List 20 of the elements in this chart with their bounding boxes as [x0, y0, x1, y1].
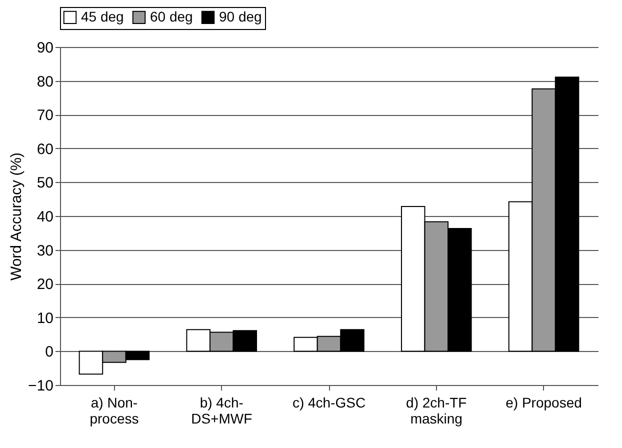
- legend-label: 90 deg: [219, 8, 262, 24]
- y-tick-label: 20: [36, 276, 54, 294]
- x-tick-label: c) 4ch-GSC: [292, 394, 366, 410]
- y-tick-label: 90: [36, 40, 54, 56]
- legend-label: 60 deg: [150, 8, 193, 24]
- x-tick-label: e) Proposed: [506, 394, 582, 410]
- y-tick-label: 40: [36, 208, 54, 226]
- y-axis-title: Word Accuracy (%): [8, 152, 26, 281]
- x-tick-label: d) 2ch-TF masking: [406, 394, 467, 426]
- x-tick-label: b) 4ch- DS+MWF: [191, 394, 252, 426]
- y-tick-label: 60: [36, 140, 54, 158]
- y-tick-label: 70: [36, 107, 54, 124]
- y-tick-label: −10: [28, 378, 54, 394]
- y-tick-label: 0: [45, 344, 54, 361]
- y-tick-label: 10: [36, 310, 54, 327]
- x-tick-label: a) Non- process: [90, 394, 139, 426]
- y-tick-label: 80: [36, 73, 54, 90]
- y-tick-label: 30: [36, 242, 54, 260]
- legend-label: 45 deg: [81, 8, 124, 24]
- y-tick-label: 50: [36, 174, 54, 192]
